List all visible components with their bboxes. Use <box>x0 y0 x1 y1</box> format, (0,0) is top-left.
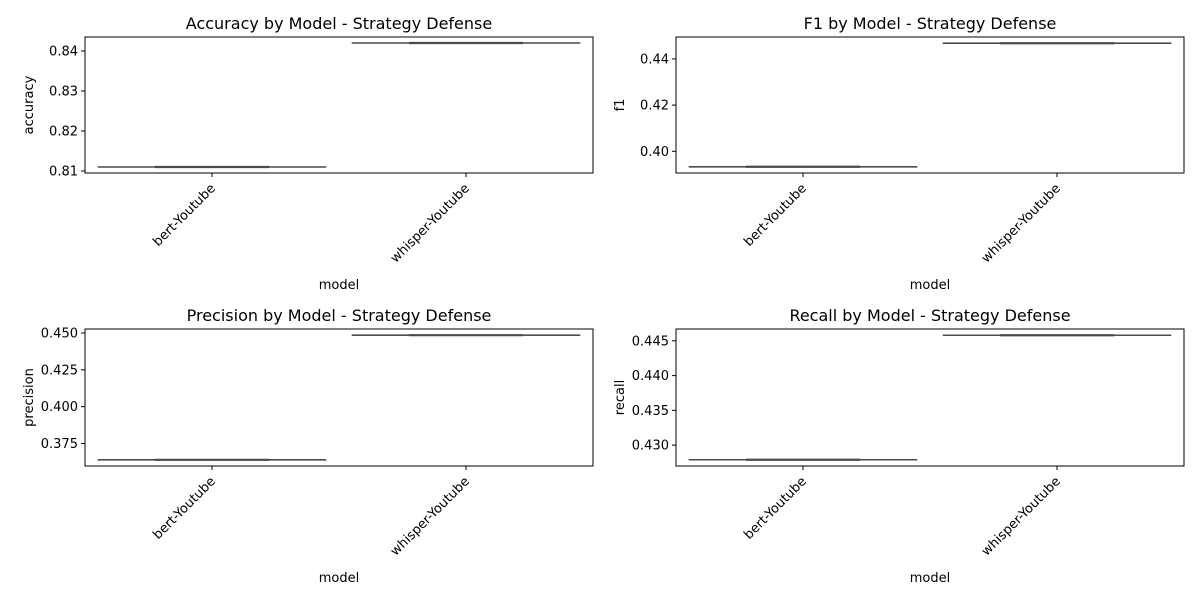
precision-xtick-label: whisper-Youtube <box>388 474 473 559</box>
f1-chart-title: F1 by Model - Strategy Defense <box>804 14 1057 33</box>
f1-y-axis-label: f1 <box>613 99 628 112</box>
precision-x-axis-label: model <box>319 571 359 586</box>
precision-ytick-label: 0.400 <box>41 400 78 415</box>
accuracy-ytick-label: 0.84 <box>49 45 78 60</box>
recall-ytick-label: 0.440 <box>632 369 669 384</box>
f1-x-axis-label: model <box>910 278 950 293</box>
recall-panel: 0.430 0.435 0.440 0.445 bert-Youtube whisper-… <box>613 306 1185 586</box>
recall-x-axis-label: model <box>910 571 950 586</box>
recall-y-axis-label: recall <box>613 380 628 415</box>
accuracy-ytick-label: 0.83 <box>49 85 78 100</box>
f1-axes-frame <box>675 36 1185 174</box>
recall-axes-frame <box>675 328 1185 467</box>
precision-xtick-label: bert-Youtube <box>150 474 218 542</box>
accuracy-x-axis-label: model <box>319 278 359 293</box>
precision-ytick-label: 0.450 <box>41 326 78 341</box>
recall-chart-title: Recall by Model - Strategy Defense <box>789 306 1070 325</box>
accuracy-axes-frame <box>84 36 594 174</box>
f1-ytick-label: 0.40 <box>640 145 669 160</box>
f1-ytick-label: 0.42 <box>640 99 669 114</box>
recall-ytick-label: 0.430 <box>632 439 669 454</box>
accuracy-xtick-label: whisper-Youtube <box>388 181 473 266</box>
recall-xtick-label: bert-Youtube <box>741 474 809 542</box>
f1-ytick-label: 0.44 <box>640 52 669 67</box>
accuracy-y-axis-label: accuracy <box>22 75 37 134</box>
recall-ytick-label: 0.435 <box>632 404 669 419</box>
accuracy-ytick-label: 0.82 <box>49 125 78 140</box>
accuracy-xtick-label: bert-Youtube <box>150 181 218 249</box>
accuracy-ytick-label: 0.81 <box>49 165 78 180</box>
precision-panel: 0.375 0.400 0.425 0.450 bert-Youtube whisper-… <box>22 306 594 586</box>
accuracy-panel: 0.81 0.82 0.83 0.84 bert-Youtube whisper-Yout… <box>22 14 594 293</box>
f1-xtick-label: bert-Youtube <box>741 181 809 249</box>
recall-ytick-label: 0.445 <box>632 334 669 349</box>
precision-chart-title: Precision by Model - Strategy Defense <box>187 306 492 325</box>
accuracy-chart-title: Accuracy by Model - Strategy Defense <box>186 14 492 33</box>
precision-axes-frame <box>84 328 594 467</box>
recall-xtick-label: whisper-Youtube <box>979 474 1064 559</box>
precision-ytick-label: 0.425 <box>41 363 78 378</box>
precision-y-axis-label: precision <box>22 368 37 427</box>
precision-ytick-label: 0.375 <box>41 437 78 452</box>
f1-xtick-label: whisper-Youtube <box>979 181 1064 266</box>
f1-panel: 0.40 0.42 0.44 bert-Youtube whisper-Youtube F… <box>613 14 1185 293</box>
